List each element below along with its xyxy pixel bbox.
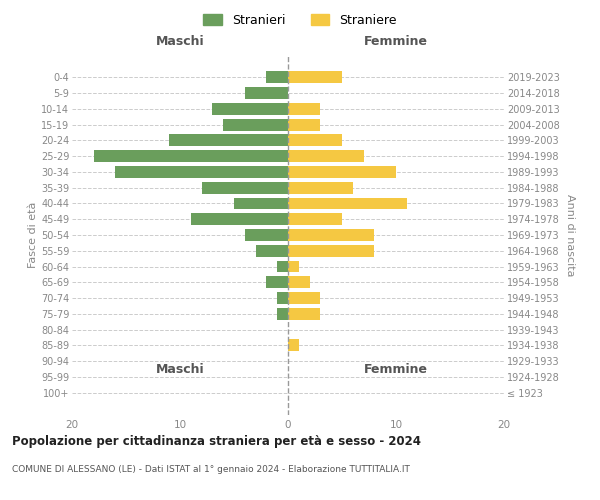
Bar — [245, 87, 288, 99]
Bar — [94, 150, 288, 162]
Legend: Stranieri, Straniere: Stranieri, Straniere — [198, 8, 402, 32]
Bar — [256, 245, 288, 256]
Text: Maschi: Maschi — [155, 364, 205, 376]
Bar — [288, 260, 299, 272]
Bar — [288, 292, 320, 304]
Bar — [169, 134, 288, 146]
Bar — [288, 118, 320, 130]
Bar — [288, 214, 342, 225]
Text: Femmine: Femmine — [364, 364, 428, 376]
Bar — [212, 103, 288, 115]
Bar — [234, 198, 288, 209]
Bar — [223, 118, 288, 130]
Bar — [266, 276, 288, 288]
Y-axis label: Anni di nascita: Anni di nascita — [565, 194, 575, 276]
Text: Femmine: Femmine — [364, 35, 428, 48]
Bar — [266, 72, 288, 83]
Bar — [288, 245, 374, 256]
Bar — [191, 214, 288, 225]
Bar — [277, 292, 288, 304]
Bar — [288, 150, 364, 162]
Bar — [288, 308, 320, 320]
Bar — [277, 308, 288, 320]
Text: Popolazione per cittadinanza straniera per età e sesso - 2024: Popolazione per cittadinanza straniera p… — [12, 435, 421, 448]
Y-axis label: Fasce di età: Fasce di età — [28, 202, 38, 268]
Bar — [288, 166, 396, 178]
Text: Maschi: Maschi — [155, 35, 205, 48]
Bar — [288, 229, 374, 241]
Text: COMUNE DI ALESSANO (LE) - Dati ISTAT al 1° gennaio 2024 - Elaborazione TUTTITALI: COMUNE DI ALESSANO (LE) - Dati ISTAT al … — [12, 465, 410, 474]
Bar — [288, 103, 320, 115]
Bar — [245, 229, 288, 241]
Bar — [288, 340, 299, 351]
Bar — [288, 198, 407, 209]
Bar — [202, 182, 288, 194]
Bar — [115, 166, 288, 178]
Bar — [277, 260, 288, 272]
Bar — [288, 134, 342, 146]
Bar — [288, 182, 353, 194]
Bar — [288, 276, 310, 288]
Bar — [288, 72, 342, 83]
